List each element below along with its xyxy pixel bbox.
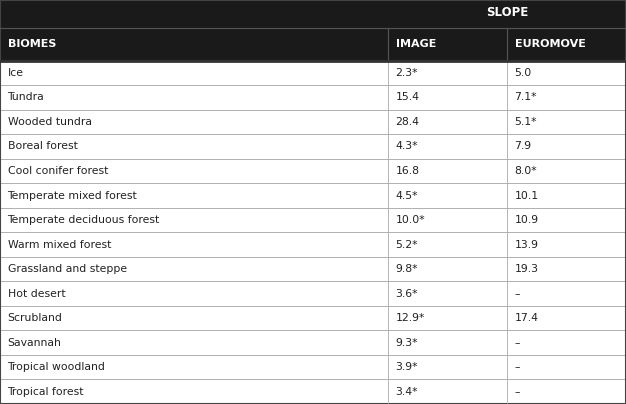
Text: 16.8: 16.8 xyxy=(396,166,419,176)
Text: 5.1*: 5.1* xyxy=(515,117,537,127)
Text: –: – xyxy=(515,288,520,299)
Bar xyxy=(0,281,626,306)
Bar xyxy=(0,109,626,134)
Text: 3.6*: 3.6* xyxy=(396,288,418,299)
Text: Grassland and steppe: Grassland and steppe xyxy=(8,264,126,274)
Bar xyxy=(0,159,626,183)
Bar xyxy=(0,0,626,61)
Text: 7.1*: 7.1* xyxy=(515,93,537,102)
Text: 10.1: 10.1 xyxy=(515,191,539,200)
Text: SLOPE: SLOPE xyxy=(486,6,528,19)
Text: Boreal forest: Boreal forest xyxy=(8,141,78,152)
Text: 2.3*: 2.3* xyxy=(396,68,418,78)
Text: 15.4: 15.4 xyxy=(396,93,419,102)
Bar xyxy=(0,208,626,232)
Text: 28.4: 28.4 xyxy=(396,117,419,127)
Text: 9.8*: 9.8* xyxy=(396,264,418,274)
Text: –: – xyxy=(515,338,520,348)
Text: 19.3: 19.3 xyxy=(515,264,538,274)
Bar xyxy=(0,0,626,28)
Text: 17.4: 17.4 xyxy=(515,313,538,323)
Text: IMAGE: IMAGE xyxy=(396,40,436,49)
Text: EUROMOVE: EUROMOVE xyxy=(515,40,585,49)
Text: Temperate deciduous forest: Temperate deciduous forest xyxy=(8,215,160,225)
Text: 10.0*: 10.0* xyxy=(396,215,425,225)
Bar xyxy=(0,134,626,159)
Bar xyxy=(0,379,626,404)
Bar xyxy=(0,61,626,85)
Text: Wooded tundra: Wooded tundra xyxy=(8,117,91,127)
Text: 7.9: 7.9 xyxy=(515,141,531,152)
Text: –: – xyxy=(515,362,520,372)
Bar xyxy=(0,28,626,61)
Bar xyxy=(0,232,626,257)
Text: Cool conifer forest: Cool conifer forest xyxy=(8,166,108,176)
Text: 4.3*: 4.3* xyxy=(396,141,418,152)
Text: Ice: Ice xyxy=(8,68,24,78)
Text: Scrubland: Scrubland xyxy=(8,313,63,323)
Bar xyxy=(0,183,626,208)
Text: BIOMES: BIOMES xyxy=(8,40,56,49)
Text: 9.3*: 9.3* xyxy=(396,338,418,348)
Text: 8.0*: 8.0* xyxy=(515,166,537,176)
Text: 3.4*: 3.4* xyxy=(396,387,418,397)
Bar xyxy=(0,306,626,330)
Text: Savannah: Savannah xyxy=(8,338,61,348)
Text: 10.9: 10.9 xyxy=(515,215,539,225)
Text: Tropical woodland: Tropical woodland xyxy=(8,362,105,372)
Text: 5.2*: 5.2* xyxy=(396,240,418,250)
Text: Tropical forest: Tropical forest xyxy=(8,387,84,397)
Text: 12.9*: 12.9* xyxy=(396,313,425,323)
Text: Tundra: Tundra xyxy=(8,93,44,102)
Text: Temperate mixed forest: Temperate mixed forest xyxy=(8,191,137,200)
Text: –: – xyxy=(515,387,520,397)
Bar xyxy=(0,257,626,281)
Bar xyxy=(0,330,626,355)
Text: Warm mixed forest: Warm mixed forest xyxy=(8,240,111,250)
Text: 4.5*: 4.5* xyxy=(396,191,418,200)
Text: Hot desert: Hot desert xyxy=(8,288,65,299)
Text: 5.0: 5.0 xyxy=(515,68,532,78)
Text: 13.9: 13.9 xyxy=(515,240,538,250)
Bar xyxy=(0,355,626,379)
Bar xyxy=(0,85,626,109)
Text: 3.9*: 3.9* xyxy=(396,362,418,372)
